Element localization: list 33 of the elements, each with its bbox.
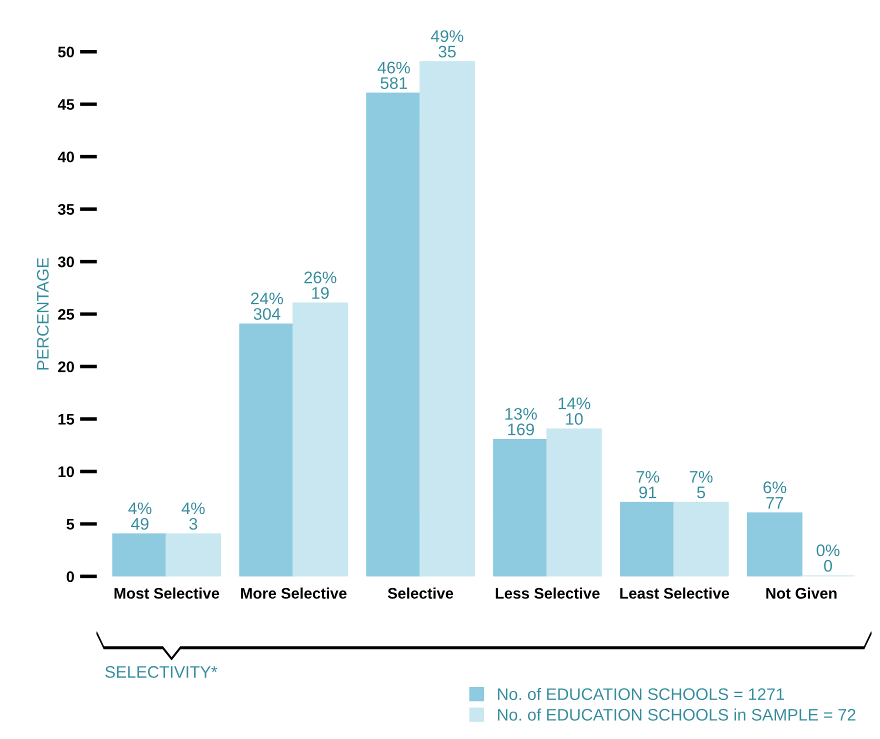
data-label: 4% 3 <box>182 502 205 530</box>
y-tick-label: 35 <box>58 204 74 215</box>
data-label: 7% 91 <box>636 471 660 498</box>
y-tick-label: 15 <box>58 414 74 425</box>
legend-label: No. of EDUCATION SCHOOLS = 1271 <box>498 688 784 700</box>
x-axis-title: SELECTIVITY* <box>105 666 218 678</box>
y-tick-label: 25 <box>58 308 74 320</box>
y-tick-label: 30 <box>58 256 74 268</box>
data-label: 6% 77 <box>764 481 786 509</box>
data-label: 14% 10 <box>558 398 590 425</box>
data-label: 49% 35 <box>430 30 464 58</box>
data-label: 24% 304 <box>251 292 283 320</box>
legend-label: No. of EDUCATION SCHOOLS in SAMPLE = 72 <box>498 708 856 721</box>
x-tick-label: Most Selective <box>114 588 220 599</box>
y-tick-label: 5 <box>66 518 74 530</box>
y-tick-label: 10 <box>58 466 74 478</box>
x-tick-label: Less Selective <box>496 588 600 599</box>
y-tick-label: 45 <box>58 99 74 110</box>
x-tick-label: Least Selective <box>620 588 730 599</box>
data-label: 0% 0 <box>816 544 840 572</box>
data-label: 13% 169 <box>505 408 537 436</box>
x-tick-label: Selective <box>388 588 454 599</box>
data-label: 7% 5 <box>690 471 713 498</box>
data-label: 4% 49 <box>128 502 152 530</box>
y-tick-label: 40 <box>58 152 74 162</box>
y-tick-label: 20 <box>58 361 74 372</box>
data-label: 26% 19 <box>304 272 336 299</box>
data-label: 46% 581 <box>378 62 410 90</box>
x-tick-label: Not Given <box>766 588 837 599</box>
y-tick-label: 0 <box>66 571 74 582</box>
y-axis-title: PERCENTAGE <box>36 258 49 370</box>
x-tick-label: More Selective <box>241 588 347 599</box>
y-tick-label: 50 <box>58 46 74 58</box>
